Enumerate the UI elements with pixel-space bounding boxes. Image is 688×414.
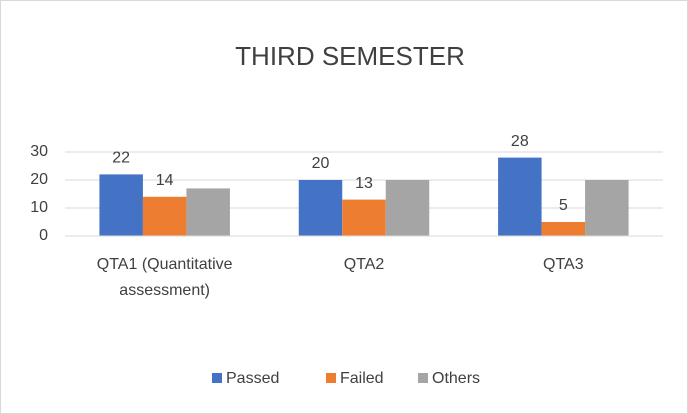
data-label: 20 — [312, 155, 330, 172]
bar — [99, 174, 143, 236]
data-label: 5 — [559, 197, 568, 214]
x-tick-label: QTA1 (Quantitative assessment) — [96, 256, 233, 299]
legend-swatch — [326, 373, 336, 383]
data-label: 13 — [355, 175, 373, 192]
data-label: 28 — [511, 133, 529, 150]
y-tick-label: 30 — [30, 143, 48, 160]
bar — [342, 199, 386, 236]
bar — [385, 180, 430, 236]
chart-title: THIRD SEMESTER — [235, 41, 465, 71]
bar — [142, 196, 187, 236]
legend-label: Failed — [340, 370, 384, 387]
x-tick-label: QTA2 — [343, 256, 385, 273]
y-tick-label: 0 — [39, 227, 48, 244]
legend-label: Passed — [226, 370, 279, 387]
data-label: 14 — [156, 172, 174, 189]
bar — [585, 180, 629, 236]
bar — [298, 180, 343, 236]
data-label: 22 — [112, 150, 130, 167]
bar — [186, 188, 230, 236]
y-tick-label: 10 — [30, 199, 48, 216]
legend-swatch — [212, 373, 222, 383]
bar — [541, 222, 586, 236]
y-tick-label: 20 — [30, 171, 48, 188]
bar — [498, 157, 542, 236]
x-tick-label: QTA3 — [543, 256, 584, 273]
legend-label: Others — [432, 370, 480, 387]
legend-swatch — [418, 373, 428, 383]
